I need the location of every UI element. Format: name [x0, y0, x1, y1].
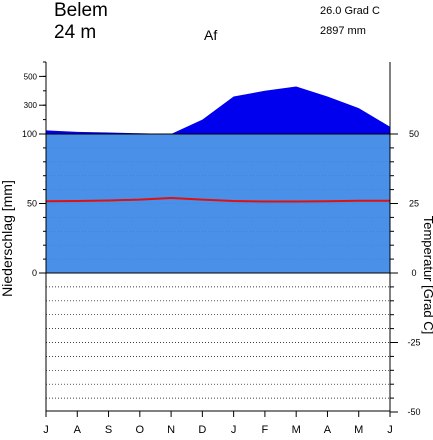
right-tick-label: -50 — [407, 407, 420, 417]
perhumid-area — [46, 86, 390, 134]
month-label: M — [292, 424, 301, 436]
annual-precipitation: 2897 mm — [320, 25, 366, 37]
month-label: S — [105, 424, 112, 436]
month-label: A — [74, 424, 82, 436]
month-label: J — [231, 424, 237, 436]
month-label: O — [136, 424, 145, 436]
month-label: A — [324, 424, 332, 436]
left-tick-label: 0 — [32, 268, 37, 278]
month-label: J — [43, 424, 49, 436]
left-tick-label: 100 — [22, 129, 37, 139]
right-tick-label: -25 — [407, 338, 420, 348]
month-label: F — [262, 424, 269, 436]
left-tick-label: 500 — [24, 72, 38, 81]
left-tick-label: 300 — [24, 101, 38, 110]
right-tick-label: 25 — [409, 199, 419, 209]
climate-class: Af — [204, 27, 218, 43]
month-label: M — [354, 424, 363, 436]
left-tick-label: 50 — [27, 199, 37, 209]
station-name: Belem — [54, 0, 108, 21]
temperature-line — [45, 196, 390, 203]
left-axis-title: Niederschlag [mm] — [0, 180, 15, 297]
right-axis-title: Temperatur [Grad C] — [421, 216, 433, 335]
month-label: J — [387, 424, 393, 436]
right-tick-label: 0 — [411, 268, 416, 278]
month-label: D — [198, 424, 206, 436]
right-tick-label: 50 — [409, 129, 419, 139]
month-label: N — [167, 424, 175, 436]
station-elevation: 24 m — [54, 22, 97, 43]
mean-temperature: 26.0 Grad C — [320, 5, 380, 17]
